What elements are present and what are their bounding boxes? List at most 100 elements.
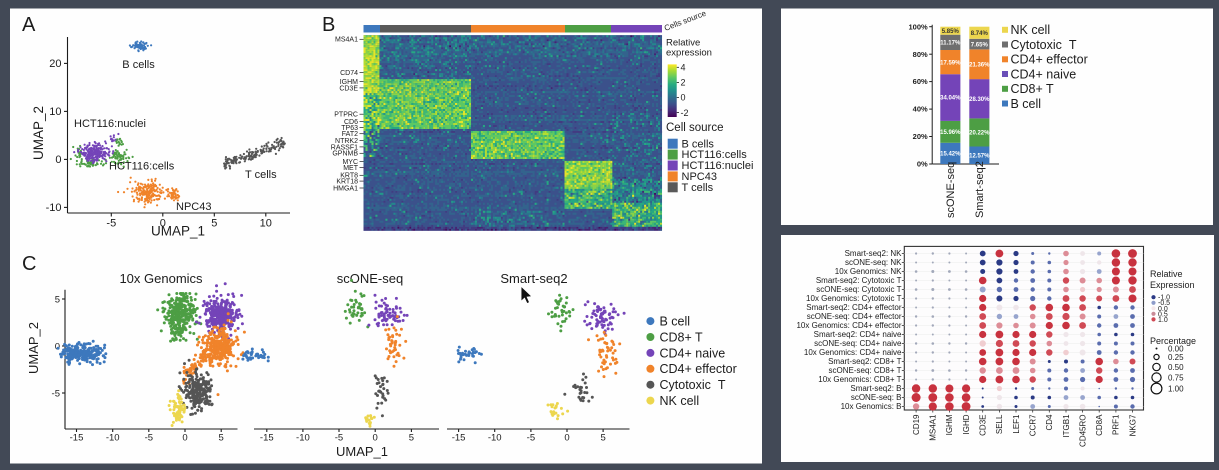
svg-text:-2: -2 [681, 108, 689, 118]
svg-text:C: C [22, 253, 36, 275]
svg-text:20: 20 [49, 58, 61, 70]
svg-text:Smart-seq2: CD4+ naive: Smart-seq2: CD4+ naive [814, 330, 902, 339]
svg-text:scONE-seq: scONE-seq [945, 162, 957, 218]
svg-text:2: 2 [681, 78, 686, 88]
svg-text:scONE-seq: NK: scONE-seq: NK [845, 258, 902, 267]
svg-text:-5: -5 [106, 218, 116, 230]
svg-text:PRF1: PRF1 [1112, 414, 1121, 435]
svg-text:0: 0 [564, 433, 569, 444]
svg-text:NPC43: NPC43 [176, 201, 211, 213]
svg-text:FAT2: FAT2 [342, 131, 358, 138]
svg-text:10x Genomics: Cytotoxic T: 10x Genomics: Cytotoxic T [806, 294, 902, 303]
svg-text:CD4+ effector: CD4+ effector [1011, 53, 1088, 67]
svg-text:HMGA1: HMGA1 [333, 185, 358, 192]
svg-text:B cells: B cells [122, 59, 155, 71]
svg-text:HCT116:nuclei: HCT116:nuclei [682, 160, 754, 172]
svg-text:28.30%: 28.30% [969, 97, 990, 103]
svg-text:NKG7: NKG7 [1128, 414, 1137, 436]
svg-text:10x Genomics: B: 10x Genomics: B [841, 402, 902, 411]
svg-text:CD8A: CD8A [1095, 414, 1104, 436]
svg-text:UMAP_2: UMAP_2 [31, 106, 46, 160]
svg-text:ITGB1: ITGB1 [1062, 414, 1071, 438]
svg-text:IGHM: IGHM [945, 414, 954, 435]
svg-text:0: 0 [681, 93, 686, 103]
svg-text:A: A [22, 14, 36, 36]
svg-text:B: B [322, 14, 335, 36]
svg-text:Cytotoxic T: Cytotoxic T [660, 378, 726, 392]
svg-text:8.74%: 8.74% [971, 31, 989, 37]
svg-text:Smart-seq2: CD4+ effector: Smart-seq2: CD4+ effector [806, 303, 902, 312]
svg-text:Smart-seq2: Smart-seq2 [974, 161, 986, 218]
svg-text:B cell: B cell [660, 315, 691, 329]
svg-text:0.75: 0.75 [1168, 374, 1184, 383]
svg-text:15.96%: 15.96% [940, 130, 961, 136]
svg-text:10x Genomics: NK: 10x Genomics: NK [835, 267, 902, 276]
svg-text:scONE-seq: scONE-seq [337, 271, 403, 286]
svg-text:MS4A1: MS4A1 [929, 414, 938, 441]
svg-text:5: 5 [55, 294, 60, 305]
svg-text:-5: -5 [145, 433, 153, 444]
svg-text:-15: -15 [452, 433, 466, 444]
svg-text:0.00: 0.00 [1168, 345, 1184, 354]
svg-text:T cells: T cells [682, 182, 714, 194]
svg-text:Smart-seq2: Smart-seq2 [500, 271, 567, 286]
svg-text:scONE-seq: CD8+ T: scONE-seq: CD8+ T [829, 366, 902, 375]
svg-text:0.0: 0.0 [1158, 306, 1168, 313]
svg-text:CD74: CD74 [340, 70, 358, 77]
svg-text:IGHM: IGHM [340, 79, 358, 86]
svg-text:CD19: CD19 [912, 414, 921, 435]
svg-text:0: 0 [373, 433, 378, 444]
svg-text:MS4A1: MS4A1 [335, 37, 358, 44]
svg-text:TP63: TP63 [341, 125, 358, 132]
svg-text:5.85%: 5.85% [942, 29, 960, 35]
svg-text:SELL: SELL [995, 414, 1004, 434]
svg-text:-1.0: -1.0 [1158, 295, 1170, 302]
svg-text:Smart-seq2: CD8+ T: Smart-seq2: CD8+ T [828, 357, 902, 366]
svg-text:NK cell: NK cell [660, 394, 700, 408]
svg-text:Smart-seq2: Cytotoxic T: Smart-seq2: Cytotoxic T [816, 276, 902, 285]
svg-text:CD3E: CD3E [339, 85, 358, 92]
svg-text:-10: -10 [488, 433, 502, 444]
svg-text:CD4+ naive: CD4+ naive [660, 346, 726, 360]
svg-text:MYC: MYC [342, 159, 358, 166]
svg-text:PTPRC: PTPRC [334, 112, 358, 119]
svg-text:17.59%: 17.59% [940, 60, 961, 66]
svg-text:LEF1: LEF1 [1012, 414, 1021, 434]
svg-text:100%: 100% [909, 22, 929, 31]
svg-text:KRT18: KRT18 [336, 179, 358, 186]
svg-text:7.65%: 7.65% [971, 42, 989, 48]
svg-text:-15: -15 [70, 433, 84, 444]
svg-text:10x Genomics: CD4+ effector: 10x Genomics: CD4+ effector [796, 321, 901, 330]
svg-text:NK cell: NK cell [1011, 23, 1051, 37]
svg-text:-5: -5 [527, 433, 535, 444]
svg-text:-10: -10 [46, 202, 62, 214]
svg-text:10x Genomics: CD8+ T: 10x Genomics: CD8+ T [818, 375, 901, 384]
svg-text:RASSF1: RASSF1 [331, 144, 358, 151]
svg-text:5: 5 [409, 433, 414, 444]
svg-text:20.22%: 20.22% [969, 131, 990, 137]
svg-text:scONE-seq: CD4+ naive: scONE-seq: CD4+ naive [814, 339, 902, 348]
svg-text:Smart-seq2: NK: Smart-seq2: NK [845, 249, 903, 258]
svg-text:4: 4 [681, 63, 686, 73]
svg-text:scONE-seq: Cytotoxic T: scONE-seq: Cytotoxic T [816, 285, 901, 294]
svg-text:-5: -5 [335, 433, 343, 444]
svg-text:12.57%: 12.57% [969, 154, 990, 160]
svg-text:1.00: 1.00 [1168, 385, 1184, 394]
svg-text:IGHD: IGHD [962, 414, 971, 434]
svg-text:KRT8: KRT8 [340, 173, 358, 180]
svg-text:UMAP_1: UMAP_1 [336, 444, 388, 459]
svg-text:UMAP_1: UMAP_1 [151, 224, 205, 239]
svg-text:Relative: Relative [1150, 269, 1183, 279]
svg-text:Smart-seq2: B: Smart-seq2: B [850, 384, 901, 393]
svg-text:T cells: T cells [245, 169, 277, 181]
svg-text:MET: MET [343, 165, 359, 172]
svg-text:CCR7: CCR7 [1028, 414, 1037, 436]
svg-text:0: 0 [55, 154, 61, 166]
svg-text:Cytotoxic T: Cytotoxic T [1011, 38, 1077, 52]
svg-text:11.17%: 11.17% [940, 41, 961, 47]
svg-text:scONE-seq: B: scONE-seq: B [851, 393, 902, 402]
svg-text:5: 5 [219, 433, 224, 444]
svg-text:B cells: B cells [682, 138, 715, 150]
svg-text:10: 10 [49, 106, 61, 118]
svg-text:5: 5 [211, 218, 217, 230]
